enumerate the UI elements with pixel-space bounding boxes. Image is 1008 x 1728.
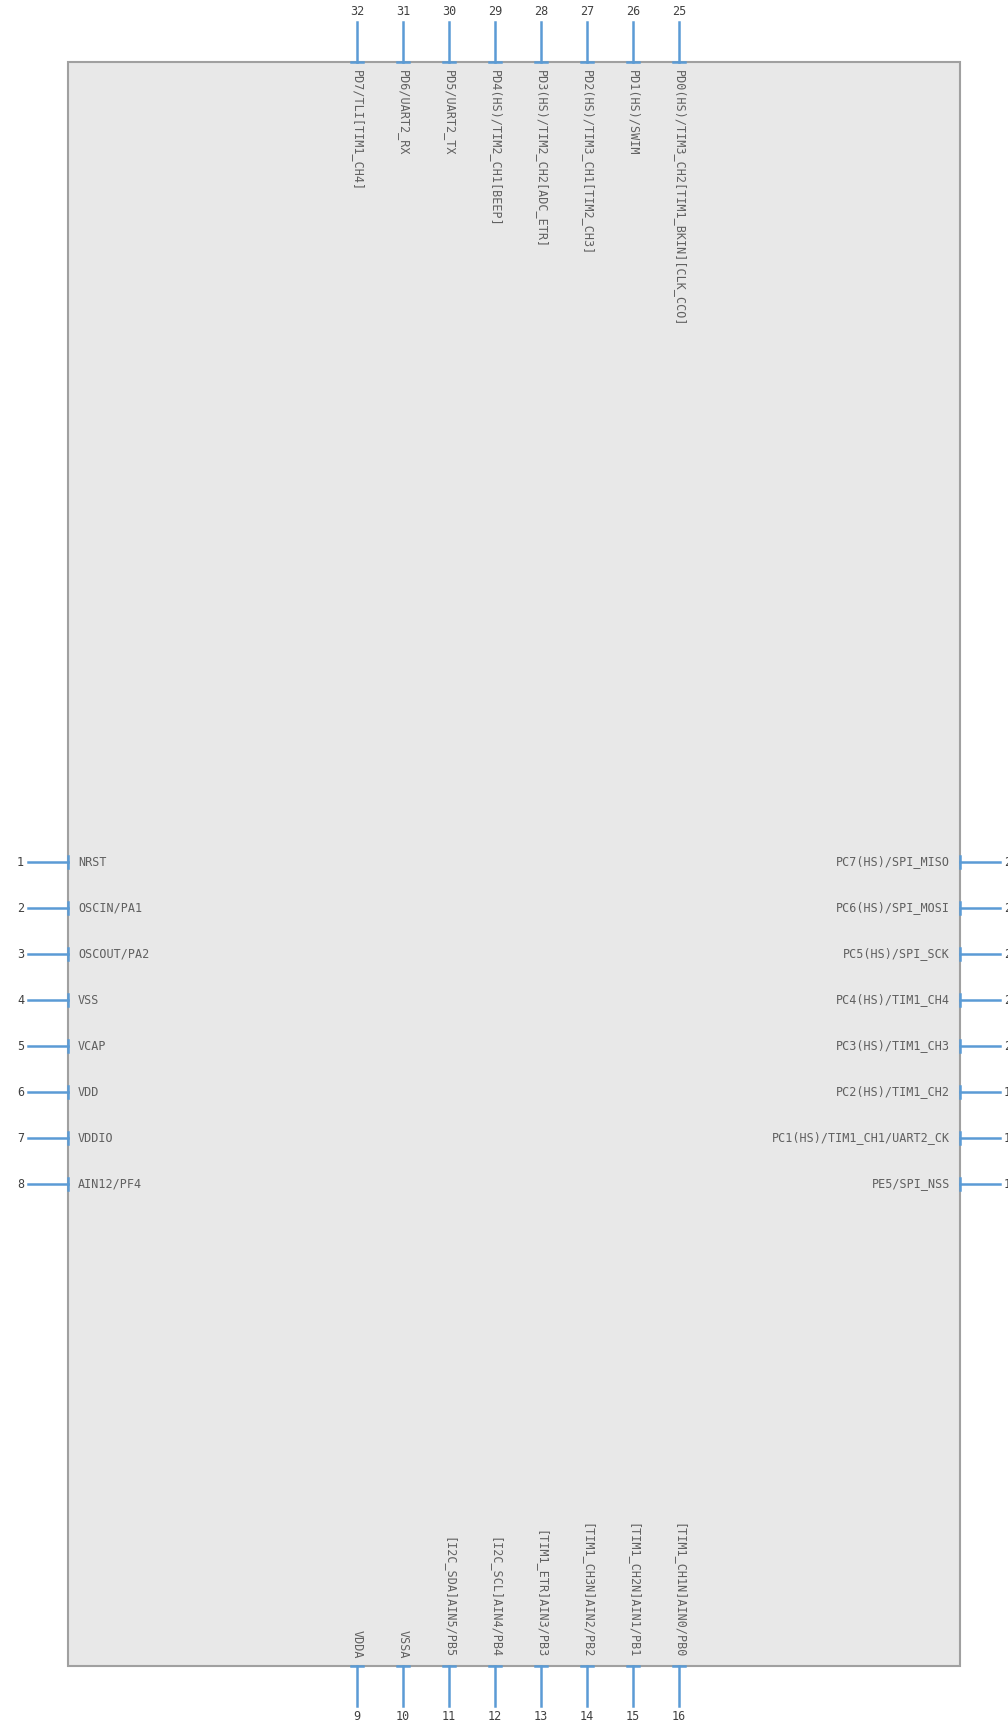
Text: VDDIO: VDDIO xyxy=(78,1132,114,1144)
Text: 32: 32 xyxy=(350,5,364,17)
Text: 2: 2 xyxy=(17,902,24,914)
Text: PD2(HS)/TIM3_CH1[TIM2_CH3]: PD2(HS)/TIM3_CH1[TIM2_CH3] xyxy=(581,71,594,256)
Text: OSCIN/PA1: OSCIN/PA1 xyxy=(78,902,142,914)
Text: 5: 5 xyxy=(17,1040,24,1052)
Text: OSCOUT/PA2: OSCOUT/PA2 xyxy=(78,947,149,961)
Text: [TIM1_CH3N]AIN2/PB2: [TIM1_CH3N]AIN2/PB2 xyxy=(581,1522,594,1657)
Text: VDDA: VDDA xyxy=(351,1630,364,1657)
Text: 15: 15 xyxy=(626,1711,640,1723)
Text: PD1(HS)/SWIM: PD1(HS)/SWIM xyxy=(627,71,639,156)
Text: [I2C_SCL]AIN4/PB4: [I2C_SCL]AIN4/PB4 xyxy=(489,1536,502,1657)
Text: [TIM1_ETR]AIN3/PB3: [TIM1_ETR]AIN3/PB3 xyxy=(534,1529,547,1657)
Text: 26: 26 xyxy=(626,5,640,17)
Text: 18: 18 xyxy=(1004,1132,1008,1144)
Bar xyxy=(68,62,960,1666)
Text: 25: 25 xyxy=(672,5,686,17)
Text: 13: 13 xyxy=(534,1711,548,1723)
Text: 16: 16 xyxy=(672,1711,686,1723)
Text: [I2C_SDA]AIN5/PB5: [I2C_SDA]AIN5/PB5 xyxy=(443,1536,456,1657)
Text: 6: 6 xyxy=(17,1085,24,1099)
Text: PC5(HS)/SPI_SCK: PC5(HS)/SPI_SCK xyxy=(843,947,950,961)
Text: 30: 30 xyxy=(442,5,457,17)
Text: PC3(HS)/TIM1_CH3: PC3(HS)/TIM1_CH3 xyxy=(836,1040,950,1052)
Text: 10: 10 xyxy=(396,1711,410,1723)
Text: 31: 31 xyxy=(396,5,410,17)
Text: 24: 24 xyxy=(1004,855,1008,869)
Text: PC1(HS)/TIM1_CH1/UART2_CK: PC1(HS)/TIM1_CH1/UART2_CK xyxy=(772,1132,950,1144)
Text: PD5/UART2_TX: PD5/UART2_TX xyxy=(443,71,456,156)
Text: 12: 12 xyxy=(488,1711,502,1723)
Text: VSS: VSS xyxy=(78,994,100,1006)
Text: 8: 8 xyxy=(17,1177,24,1191)
Text: PC7(HS)/SPI_MISO: PC7(HS)/SPI_MISO xyxy=(836,855,950,869)
Text: PD6/UART2_RX: PD6/UART2_RX xyxy=(396,71,409,156)
Text: PC2(HS)/TIM1_CH2: PC2(HS)/TIM1_CH2 xyxy=(836,1085,950,1099)
Text: 9: 9 xyxy=(354,1711,361,1723)
Text: [TIM1_CH1N]AIN0/PB0: [TIM1_CH1N]AIN0/PB0 xyxy=(672,1522,685,1657)
Text: PE5/SPI_NSS: PE5/SPI_NSS xyxy=(872,1177,950,1191)
Text: 29: 29 xyxy=(488,5,502,17)
Text: 27: 27 xyxy=(580,5,594,17)
Text: 23: 23 xyxy=(1004,902,1008,914)
Text: 28: 28 xyxy=(534,5,548,17)
Text: 21: 21 xyxy=(1004,994,1008,1006)
Text: VCAP: VCAP xyxy=(78,1040,107,1052)
Text: 17: 17 xyxy=(1004,1177,1008,1191)
Text: 1: 1 xyxy=(17,855,24,869)
Text: PD0(HS)/TIM3_CH2[TIM1_BKIN][CLK_CCO]: PD0(HS)/TIM3_CH2[TIM1_BKIN][CLK_CCO] xyxy=(672,71,685,327)
Text: 4: 4 xyxy=(17,994,24,1006)
Text: 20: 20 xyxy=(1004,1040,1008,1052)
Text: 7: 7 xyxy=(17,1132,24,1144)
Text: PD7/TLI[TIM1_CH4]: PD7/TLI[TIM1_CH4] xyxy=(351,71,364,192)
Text: NRST: NRST xyxy=(78,855,107,869)
Text: 19: 19 xyxy=(1004,1085,1008,1099)
Text: 14: 14 xyxy=(580,1711,594,1723)
Text: AIN12/PF4: AIN12/PF4 xyxy=(78,1177,142,1191)
Text: PC6(HS)/SPI_MOSI: PC6(HS)/SPI_MOSI xyxy=(836,902,950,914)
Text: VSSA: VSSA xyxy=(396,1630,409,1657)
Text: 22: 22 xyxy=(1004,947,1008,961)
Text: 3: 3 xyxy=(17,947,24,961)
Text: 11: 11 xyxy=(442,1711,457,1723)
Text: PD3(HS)/TIM2_CH2[ADC_ETR]: PD3(HS)/TIM2_CH2[ADC_ETR] xyxy=(534,71,547,249)
Text: [TIM1_CH2N]AIN1/PB1: [TIM1_CH2N]AIN1/PB1 xyxy=(627,1522,639,1657)
Text: VDD: VDD xyxy=(78,1085,100,1099)
Text: PD4(HS)/TIM2_CH1[BEEP]: PD4(HS)/TIM2_CH1[BEEP] xyxy=(489,71,502,226)
Text: PC4(HS)/TIM1_CH4: PC4(HS)/TIM1_CH4 xyxy=(836,994,950,1006)
